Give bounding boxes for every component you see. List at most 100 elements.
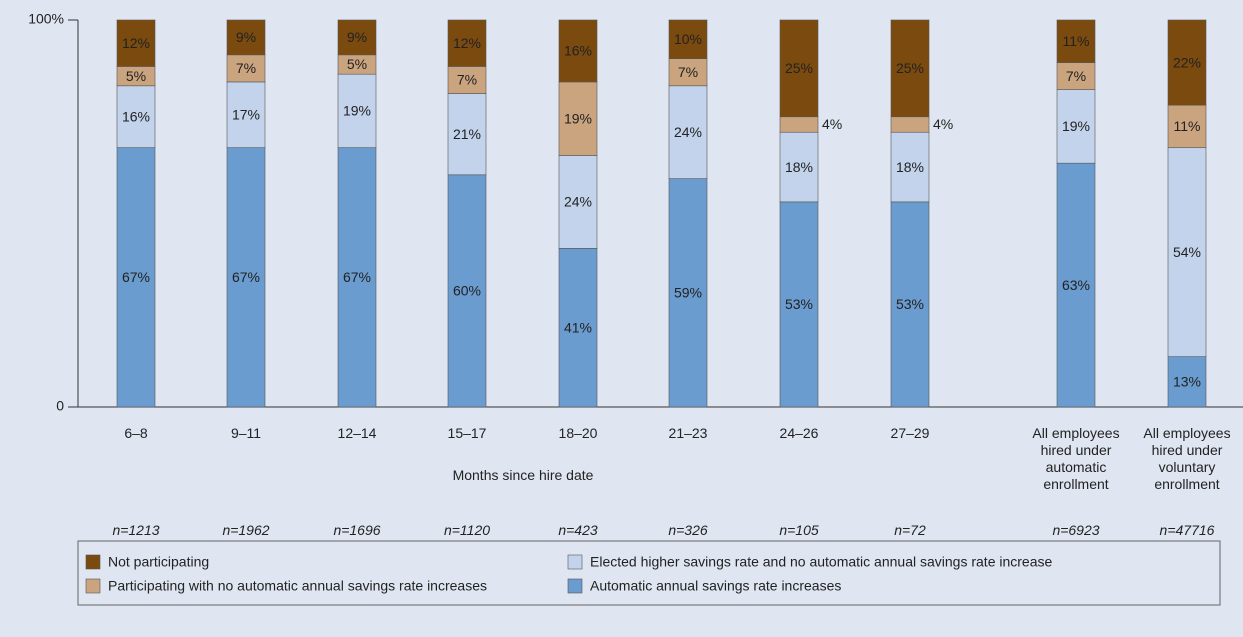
bar-segment <box>779 116 819 133</box>
value-label: 9% <box>236 29 256 45</box>
value-label: 19% <box>1062 118 1090 134</box>
x-tick-label: 15–17 <box>447 425 487 441</box>
bar-segment <box>890 201 930 408</box>
value-label: 25% <box>896 60 924 76</box>
bar-segment <box>447 19 487 67</box>
bar-segment <box>1167 104 1207 149</box>
bar-segment <box>226 147 266 408</box>
bar-segment <box>1056 19 1096 63</box>
x-tick-label: All employees hired under voluntary enro… <box>1143 425 1231 492</box>
value-label: 5% <box>126 68 146 84</box>
legend-label: Participating with no automatic annual s… <box>108 578 487 594</box>
bar-segment <box>668 19 708 60</box>
x-axis-label: Months since hire date <box>452 467 594 483</box>
sample-size: n=72 <box>894 522 926 538</box>
sample-size: n=1120 <box>443 522 491 538</box>
value-label: 41% <box>564 319 592 335</box>
value-label: 54% <box>1173 244 1201 260</box>
legend-swatch <box>567 578 583 594</box>
value-label: 11% <box>1063 33 1090 49</box>
bar-segment <box>890 19 930 118</box>
x-tick-label: 24–26 <box>779 425 819 441</box>
legend-label: Automatic annual savings rate increases <box>590 578 841 594</box>
bar-segment <box>337 73 377 149</box>
bar-segment <box>558 155 598 249</box>
bar-segment <box>1167 147 1207 357</box>
value-label: 67% <box>122 269 150 285</box>
y-tick-label: 0 <box>56 398 64 414</box>
bar-segment <box>116 147 156 408</box>
value-label: 67% <box>343 269 371 285</box>
bar-segment <box>226 54 266 83</box>
value-label: 22% <box>1173 54 1201 70</box>
x-tick-label: 12–14 <box>337 425 377 441</box>
value-label: 19% <box>564 110 592 126</box>
value-label: 21% <box>453 126 481 142</box>
sample-size: n=47716 <box>1159 522 1215 538</box>
value-label: 17% <box>232 107 260 123</box>
legend-swatch <box>567 554 583 570</box>
value-label: 16% <box>564 43 592 59</box>
value-label: 12% <box>453 35 481 51</box>
legend-swatch <box>85 578 101 594</box>
x-tick-label: 9–11 <box>230 425 262 441</box>
legend-swatch <box>85 554 101 570</box>
x-tick-label: 18–20 <box>558 425 598 441</box>
sample-size: n=1213 <box>112 522 160 538</box>
value-label: 7% <box>457 72 477 88</box>
value-label: 9% <box>347 29 367 45</box>
value-label: 5% <box>347 56 367 72</box>
bar-segment <box>447 174 487 408</box>
x-tick-label: 21–23 <box>668 425 708 441</box>
sample-size: n=105 <box>779 522 819 538</box>
bar-segment <box>226 81 266 149</box>
bar-segment <box>779 19 819 118</box>
sample-size: n=6923 <box>1052 522 1100 538</box>
bar-segment <box>779 201 819 408</box>
value-label: 12% <box>122 35 150 51</box>
bar-segment <box>226 19 266 56</box>
value-label: 18% <box>896 159 924 175</box>
value-label: 59% <box>674 285 702 301</box>
value-label: 24% <box>564 194 592 210</box>
value-label: 4% <box>822 116 842 132</box>
y-tick-label: 100% <box>28 11 64 27</box>
x-tick-label: 27–29 <box>890 425 930 441</box>
bar-segment <box>668 85 708 179</box>
bar-segment <box>890 116 930 133</box>
value-label: 67% <box>232 269 260 285</box>
value-label: 25% <box>785 60 813 76</box>
value-label: 53% <box>785 296 813 312</box>
bar-segment <box>116 19 156 67</box>
bar-segment <box>337 147 377 408</box>
bar-segment <box>1167 19 1207 106</box>
bar-segment <box>890 131 930 203</box>
value-label: 10% <box>674 31 702 47</box>
bar-segment <box>337 19 377 56</box>
bar-segment <box>1056 62 1096 90</box>
value-label: 19% <box>343 103 371 119</box>
bar-segment <box>668 178 708 408</box>
sample-size: n=1962 <box>222 522 270 538</box>
bar-segment <box>447 93 487 176</box>
value-label: 24% <box>674 124 702 140</box>
sample-size: n=423 <box>558 522 598 538</box>
sample-size: n=326 <box>668 522 708 538</box>
legend-box <box>77 540 1221 606</box>
bar-segment <box>779 131 819 203</box>
sample-size: n=1696 <box>333 522 381 538</box>
value-label: 13% <box>1173 374 1201 390</box>
value-label: 18% <box>785 159 813 175</box>
value-label: 7% <box>236 60 256 76</box>
bar-segment <box>1056 162 1096 408</box>
x-tick-label: All employees hired under automatic enro… <box>1032 425 1120 492</box>
value-label: 7% <box>1066 68 1086 84</box>
bar-segment <box>558 81 598 156</box>
value-label: 4% <box>933 116 953 132</box>
value-label: 63% <box>1062 277 1090 293</box>
x-tick-label: 6–8 <box>124 425 148 441</box>
bar-segment <box>558 19 598 83</box>
bar-segment <box>447 66 487 94</box>
